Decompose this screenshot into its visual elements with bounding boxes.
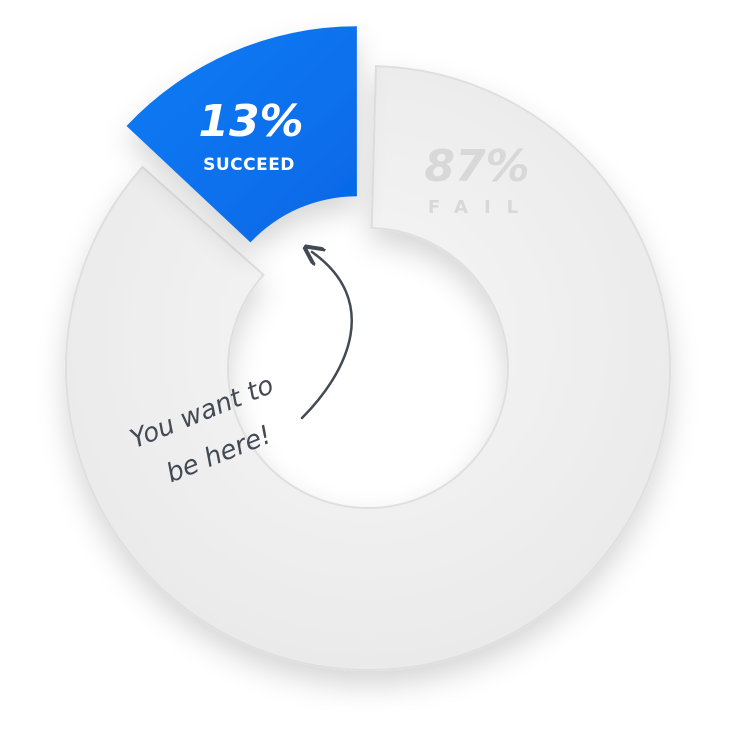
annotation-arrow: [302, 252, 353, 420]
fail-percent-label: 87%: [424, 141, 529, 192]
fail-name-label: FAIL: [428, 197, 534, 218]
succeed-percent-label: 13%: [198, 96, 303, 147]
fail-slice: [65, 65, 671, 671]
succeed-name-label: SUCCEED: [203, 155, 295, 175]
succeed-slice: [126, 26, 357, 243]
